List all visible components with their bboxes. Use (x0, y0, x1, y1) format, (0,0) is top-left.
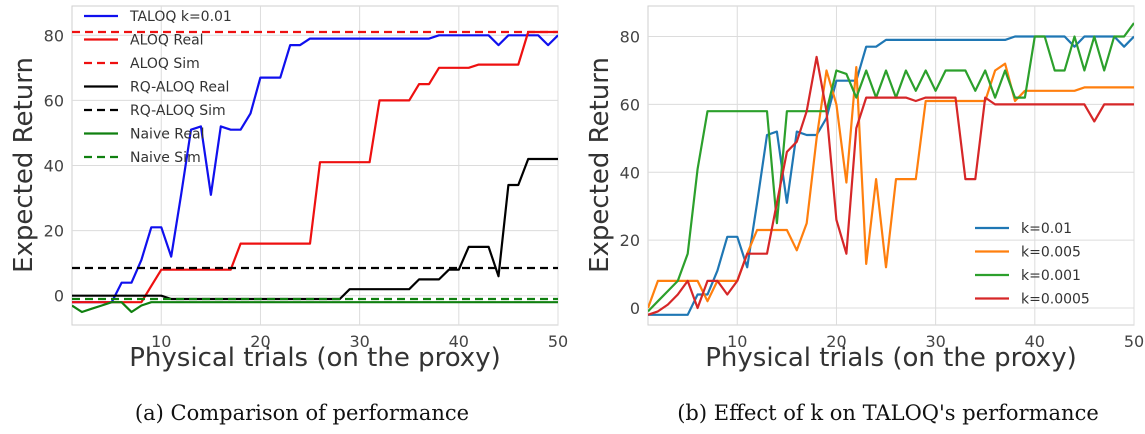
legend-item: Naive Real (84, 127, 204, 143)
legend-item: ALOQ Sim (84, 56, 200, 72)
x-ticks-b: 10 20 30 40 50 (727, 332, 1144, 351)
legend-item: k=0.01 (975, 221, 1072, 237)
panel-b: 10 20 30 40 50 0 20 40 60 80 k=0.01 k=0.005 k=0.00… (585, 5, 1144, 425)
x-ticks-a: 10 20 30 40 50 (151, 332, 568, 351)
y-tick-label: 0 (630, 299, 640, 318)
panel-a: 10 20 30 40 50 0 20 40 60 80 TALOQ k=0.01 ALOQ Re… (9, 5, 568, 425)
x-tick-label: 20 (826, 332, 846, 351)
plot-area-b (647, 5, 1135, 326)
series-line-aloq-real (72, 30, 558, 304)
x-tick-label: 10 (151, 332, 171, 351)
y-axis-label-b: Expected Return (585, 57, 615, 273)
series-lines-a (72, 30, 558, 314)
y-tick-label: 0 (54, 287, 64, 306)
legend-item: ALOQ Real (84, 33, 204, 49)
x-axis-label-b: Physical trials (on the proxy) (705, 343, 1076, 373)
y-tick-label: 40 (44, 157, 64, 176)
y-tick-label: 60 (620, 95, 640, 114)
legend-label: RQ-ALOQ Sim (130, 103, 226, 119)
x-tick-label: 40 (449, 332, 469, 351)
y-tick-label: 80 (44, 26, 64, 45)
legend-label: TALOQ k=0.01 (129, 9, 232, 25)
series-line-k-0-001 (648, 22, 1134, 313)
legend-label: Naive Real (130, 127, 204, 143)
legend-item: k=0.001 (975, 268, 1081, 284)
x-tick-label: 40 (1025, 332, 1045, 351)
series-lines-b (648, 22, 1134, 316)
series-line-k-0-01 (648, 35, 1134, 316)
legend-label: ALOQ Sim (130, 56, 200, 72)
y-tick-label: 20 (620, 231, 640, 250)
series-line-rq-aloq-real (72, 157, 558, 301)
legend-label: RQ-ALOQ Real (130, 80, 229, 96)
y-ticks-a: 0 20 40 60 80 (44, 26, 64, 305)
legend-label: k=0.01 (1021, 221, 1072, 237)
legend-label: k=0.001 (1021, 268, 1081, 284)
legend-label: ALOQ Real (130, 33, 204, 49)
legend-item: RQ-ALOQ Real (84, 80, 229, 96)
legend-label: Naive Sim (130, 150, 201, 166)
caption-a: (a) Comparison of performance (135, 401, 469, 425)
legend-item: k=0.0005 (975, 292, 1090, 308)
legend-a: TALOQ k=0.01 ALOQ Real ALOQ Sim RQ-ALOQ Rea… (84, 9, 232, 166)
series-line-k-0-005 (648, 62, 1134, 309)
y-tick-label: 20 (44, 222, 64, 241)
x-tick-label: 30 (349, 332, 369, 351)
legend-item: RQ-ALOQ Sim (84, 103, 226, 119)
caption-b: (b) Effect of k on TALOQ's performance (677, 401, 1099, 425)
legend-label: k=0.005 (1021, 245, 1081, 261)
y-tick-label: 80 (620, 28, 640, 47)
legend-b: k=0.01 k=0.005 k=0.001 k=0.0005 (975, 221, 1090, 308)
y-axis-label-a: Expected Return (9, 57, 39, 273)
x-tick-label: 10 (727, 332, 747, 351)
x-tick-label: 50 (1124, 332, 1144, 351)
y-tick-label: 60 (44, 91, 64, 110)
series-line-k-0-0005 (648, 55, 1134, 316)
x-tick-label: 30 (925, 332, 945, 351)
x-tick-label: 20 (250, 332, 270, 351)
x-tick-label: 50 (548, 332, 568, 351)
x-axis-label-a: Physical trials (on the proxy) (129, 343, 500, 373)
legend-item: TALOQ k=0.01 (84, 9, 232, 25)
legend-item: k=0.005 (975, 245, 1081, 261)
series-line-taloq-k-0-01 (72, 34, 558, 304)
series-line-naive-real (72, 301, 558, 314)
y-ticks-b: 0 20 40 60 80 (620, 28, 640, 318)
legend-label: k=0.0005 (1021, 292, 1090, 308)
y-tick-label: 40 (620, 163, 640, 182)
legend-item: Naive Sim (84, 150, 201, 166)
